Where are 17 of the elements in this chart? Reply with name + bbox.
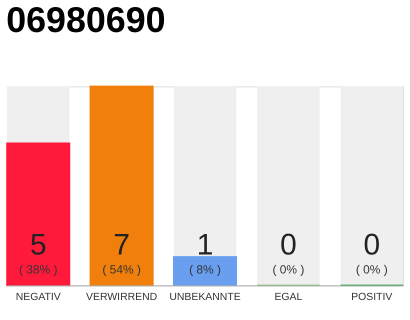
annotation: ( 8% ) — [189, 262, 221, 276]
x-tick-label: UNBEKANNTE — [169, 292, 241, 303]
x-tick-label: NEGATIV — [16, 292, 61, 303]
x-tick-label: VERWIRREND — [86, 292, 158, 303]
x-tick-label: EGAL — [274, 292, 302, 303]
data-label: 1 — [196, 228, 214, 262]
annotation: ( 0% ) — [356, 262, 388, 276]
bar — [172, 256, 238, 286]
annotation: ( 54% ) — [102, 262, 141, 276]
x-tick-label: POSITIV — [351, 292, 392, 303]
data-label: 0 — [363, 228, 380, 262]
annotation: ( 38% ) — [18, 262, 58, 276]
annotation: ( 0% ) — [272, 262, 304, 276]
chart-title: 06980690 — [6, 0, 166, 40]
data-label: 0 — [280, 228, 297, 262]
data-label: 7 — [113, 228, 130, 262]
data-label: 5 — [30, 228, 47, 262]
